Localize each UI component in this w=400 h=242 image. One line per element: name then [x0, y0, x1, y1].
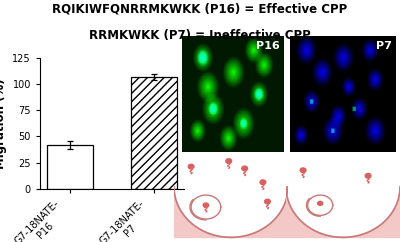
Circle shape	[203, 203, 209, 207]
Polygon shape	[308, 195, 333, 215]
Text: RRMKWKK (P7) = Ineffective CPP: RRMKWKK (P7) = Ineffective CPP	[89, 29, 311, 42]
Circle shape	[260, 180, 266, 185]
Polygon shape	[286, 187, 400, 237]
Bar	[46, 145, 93, 189]
Circle shape	[300, 168, 306, 173]
Circle shape	[188, 164, 194, 169]
Circle shape	[265, 199, 270, 204]
Polygon shape	[174, 187, 288, 237]
Text: RQIKIWFQNRRMKWKK (P16) = Effective CPP: RQIKIWFQNRRMKWKK (P16) = Effective CPP	[52, 2, 348, 15]
Text: P7: P7	[376, 41, 392, 51]
Circle shape	[365, 174, 371, 178]
Circle shape	[226, 159, 232, 163]
Circle shape	[242, 166, 248, 171]
Bar	[131, 77, 178, 189]
Y-axis label: Migration (%): Migration (%)	[0, 78, 7, 169]
Text: P16: P16	[256, 41, 280, 51]
Polygon shape	[191, 195, 221, 219]
Circle shape	[318, 201, 323, 205]
